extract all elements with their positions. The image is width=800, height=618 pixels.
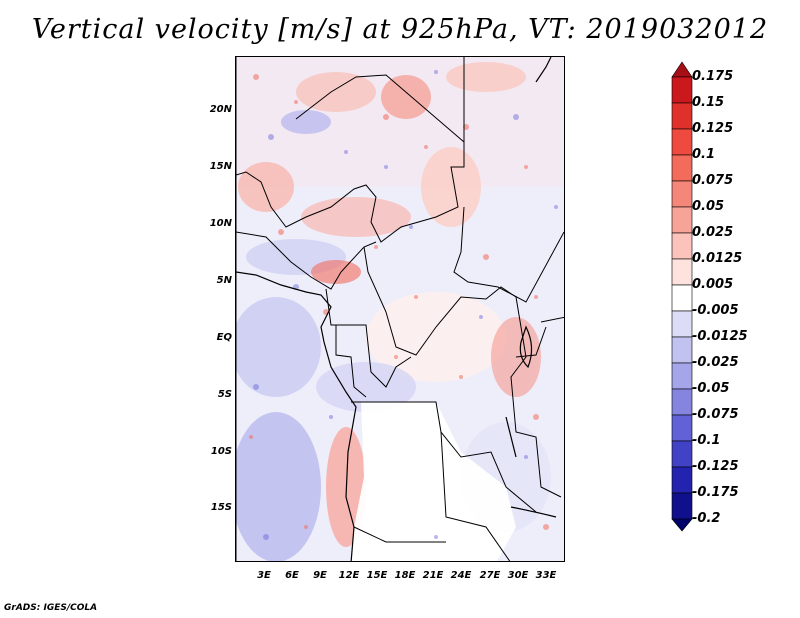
lon-label: 6E <box>285 570 299 581</box>
colorbar-level-label: 0.025 <box>692 225 734 240</box>
lon-label: 27E <box>479 570 501 581</box>
lat-label: 10N <box>209 218 232 229</box>
lon-label: 3E <box>257 570 271 581</box>
colorbar-bin <box>671 102 693 130</box>
lat-label: 10S <box>210 446 232 457</box>
colorbar-bin <box>671 336 693 364</box>
colorbar-bin <box>671 492 693 520</box>
colorbar-level-label: -0.175 <box>692 485 739 500</box>
lat-label: 20N <box>209 104 232 115</box>
map-panel <box>235 56 565 562</box>
colorbar-level-label: 0.0125 <box>692 251 743 266</box>
lon-label: 18E <box>394 570 416 581</box>
colorbar-level-label: 0.1 <box>692 147 716 162</box>
lat-label: 15S <box>210 502 232 513</box>
colorbar-level-label: -0.0125 <box>692 329 748 344</box>
colorbar-level-label: -0.05 <box>692 381 730 396</box>
lat-label: 5N <box>216 275 232 286</box>
lon-label: 33E <box>535 570 557 581</box>
colorbar-level-label: 0.15 <box>692 95 725 110</box>
colorbar-level-label: 0.075 <box>692 173 734 188</box>
colorbar-level-label: 0.005 <box>692 277 734 292</box>
colorbar-level-label: 0.125 <box>692 121 734 136</box>
colorbar-max-arrow <box>671 61 693 78</box>
colorbar <box>671 61 693 532</box>
colorbar-level-label: -0.025 <box>692 355 739 370</box>
lon-label: 15E <box>366 570 388 581</box>
colorbar-bin <box>671 362 693 390</box>
lat-label: 15N <box>209 161 232 172</box>
colorbar-level-label: -0.2 <box>692 511 721 526</box>
colorbar-bin <box>671 128 693 156</box>
colorbar-level-label: 0.05 <box>692 199 725 214</box>
lon-label: 9E <box>313 570 327 581</box>
lon-label: 21E <box>422 570 444 581</box>
lat-label: EQ <box>216 332 232 343</box>
colorbar-bin <box>671 258 693 286</box>
colorbar-bin <box>671 284 693 312</box>
colorbar-level-label: -0.005 <box>692 303 739 318</box>
colorbar-bin <box>671 466 693 494</box>
colorbar-bin <box>671 76 693 104</box>
lon-label: 30E <box>507 570 529 581</box>
colorbar-level-label: 0.175 <box>692 69 734 84</box>
grads-credit: GrADS: IGES/COLA <box>4 603 98 613</box>
colorbar-bin <box>671 180 693 208</box>
colorbar-min-arrow <box>671 518 693 532</box>
colorbar-bin <box>671 414 693 442</box>
lat-label: 5S <box>217 389 232 400</box>
colorbar-level-label: -0.1 <box>692 433 721 448</box>
lon-label: 24E <box>450 570 472 581</box>
colorbar-bin <box>671 232 693 260</box>
colorbar-bin <box>671 154 693 182</box>
colorbar-level-label: -0.125 <box>692 459 739 474</box>
map-title: Vertical velocity [m/s] at 925hPa, VT: 2… <box>31 14 769 45</box>
colorbar-level-label: -0.075 <box>692 407 739 422</box>
colorbar-bin <box>671 440 693 468</box>
velocity-field <box>236 57 564 561</box>
colorbar-bin <box>671 310 693 338</box>
colorbar-bin <box>671 206 693 234</box>
lon-label: 12E <box>338 570 360 581</box>
colorbar-bin <box>671 388 693 416</box>
